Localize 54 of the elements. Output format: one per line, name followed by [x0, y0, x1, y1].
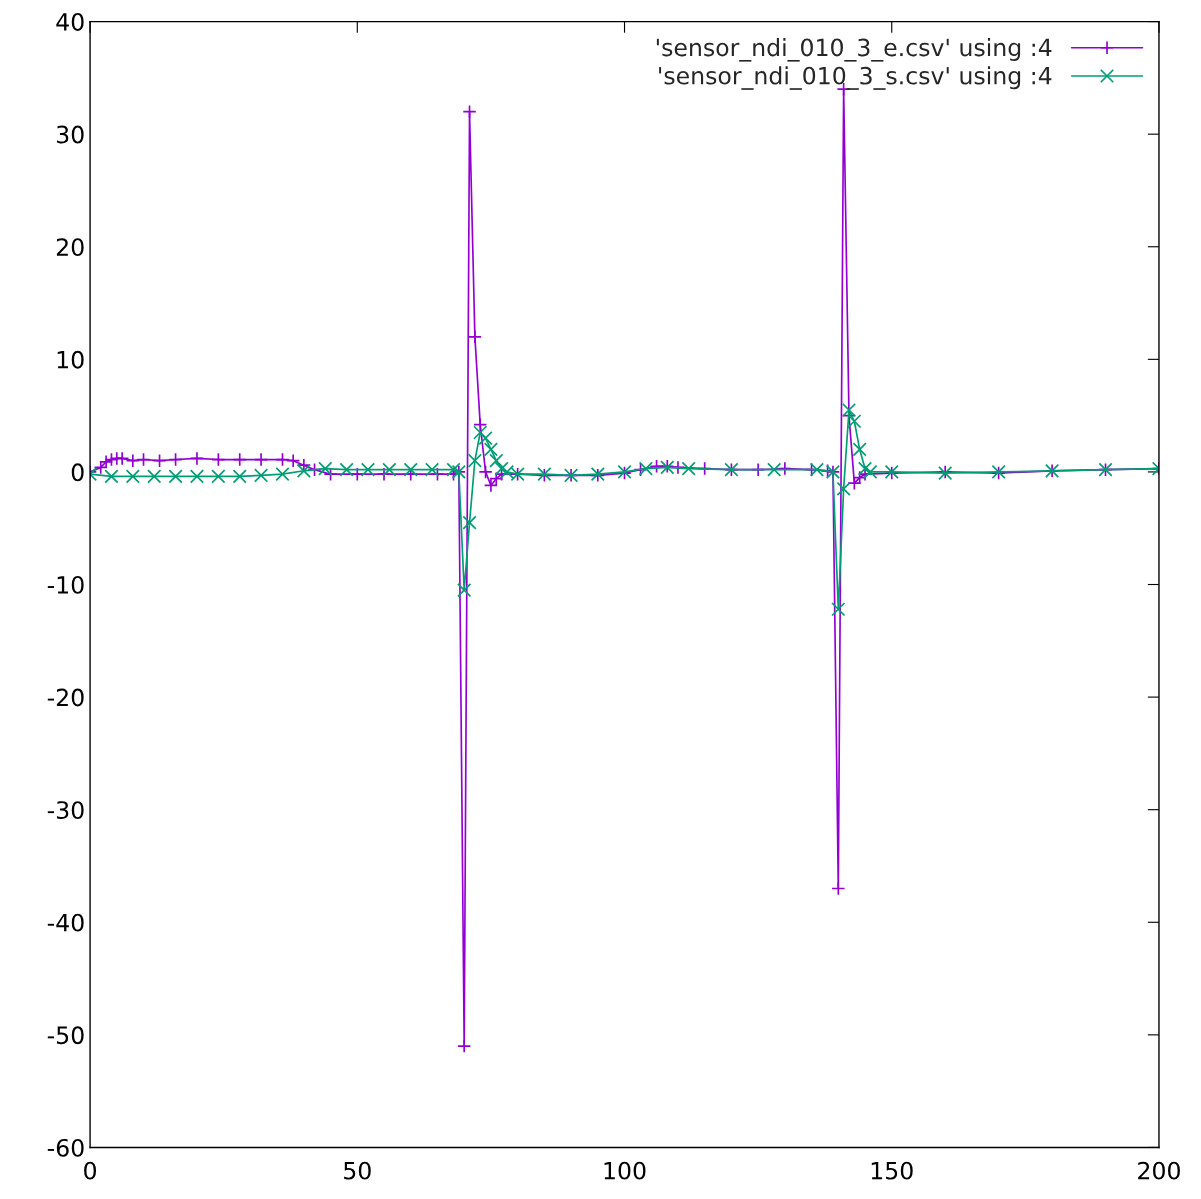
point: [478, 431, 493, 446]
point: [446, 462, 461, 477]
point: [403, 462, 418, 477]
point: [382, 462, 397, 477]
y-tick-label: -30: [47, 801, 84, 819]
y-tick-label: 0: [71, 463, 84, 482]
point: [863, 464, 878, 480]
x-tick-label: 150: [871, 1161, 913, 1180]
point: [767, 462, 782, 477]
point: [857, 461, 873, 476]
point: [125, 469, 140, 484]
x-tick-label: 50: [344, 1161, 371, 1180]
y-tick-label: 20: [56, 238, 84, 257]
point: [483, 442, 498, 457]
point: [296, 463, 311, 478]
point: [836, 481, 851, 496]
y-tick-label: 10: [57, 350, 84, 369]
point: [831, 602, 846, 617]
point: [494, 461, 509, 476]
point: [467, 453, 482, 468]
point: [275, 467, 290, 482]
point: [360, 462, 376, 477]
y-tick-label: 40: [56, 13, 84, 31]
point: [104, 469, 119, 484]
point: [232, 469, 247, 484]
point: [847, 414, 862, 429]
point: [318, 461, 333, 476]
point: [809, 462, 825, 477]
point: [638, 461, 653, 476]
point: [339, 462, 354, 477]
point: [681, 461, 696, 476]
point: [852, 442, 867, 457]
y-tick-label: -60: [47, 1138, 84, 1157]
point: [189, 469, 205, 484]
point: [211, 469, 226, 484]
point: [457, 583, 472, 598]
point: [425, 462, 440, 477]
x-tick-label: 100: [604, 1161, 646, 1180]
point: [841, 402, 857, 418]
legend-label: 'sensor_ndi_010_3_e.csv' using :4: [656, 38, 1052, 62]
point: [168, 469, 183, 484]
y-tick-label: -40: [47, 913, 84, 932]
point: [462, 515, 477, 530]
y-tick-label: -10: [47, 575, 84, 594]
x-tick-label: 200: [1138, 1161, 1180, 1180]
legend-label: 'sensor_ndi_010_3_s.csv' using :4: [659, 66, 1052, 90]
y-tick-label: 30: [56, 125, 84, 144]
point: [147, 469, 162, 484]
point: [473, 425, 488, 440]
x-tick-label: 0: [84, 1161, 97, 1180]
point: [489, 453, 504, 468]
y-tick-label: -20: [47, 688, 84, 707]
point: [254, 468, 269, 483]
y-tick-label: -50: [47, 1026, 84, 1045]
